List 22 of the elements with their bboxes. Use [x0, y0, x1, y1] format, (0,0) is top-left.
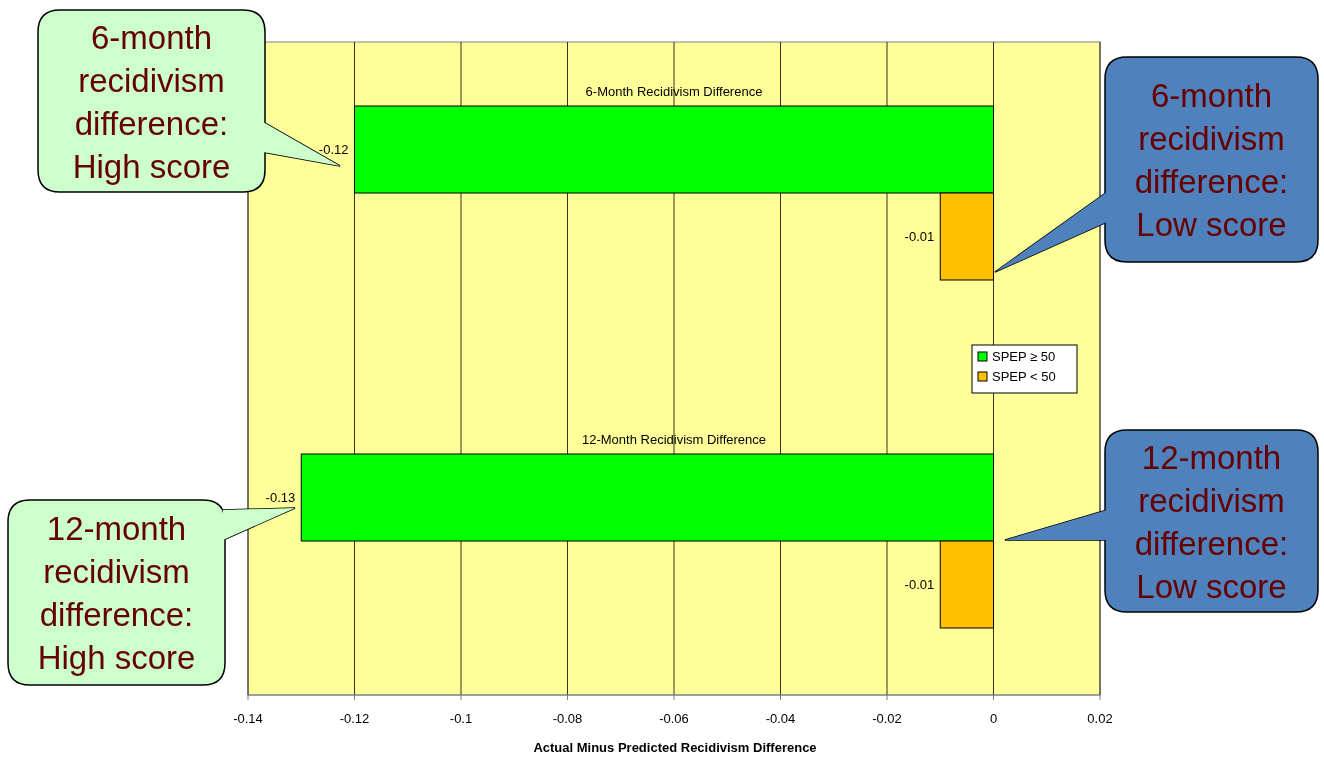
y-tick-label: 12-Month Recidivism Difference	[582, 432, 766, 447]
legend-label: SPEP ≥ 50	[992, 349, 1056, 364]
text: 6-month recidivism difference: Low score	[1134, 77, 1289, 243]
legend-label: SPEP < 50	[992, 369, 1056, 384]
data-label: -0.12	[318, 141, 349, 157]
x-axis-title: Actual Minus Predicted Recidivism Difference	[533, 740, 817, 755]
x-tick-label: -0.14	[233, 711, 263, 726]
x-tick-label: -0.08	[552, 711, 583, 726]
x-tick-label: 0	[989, 711, 998, 726]
data-label: -0.01	[904, 576, 935, 592]
data-label: -0.01	[904, 228, 935, 244]
data-label: -0.13	[265, 489, 296, 505]
x-tick-label: -0.1	[449, 711, 473, 726]
text: 12-month recidivism difference: Low score	[1134, 438, 1289, 605]
text: 12-month recidivism difference: High score	[37, 510, 196, 676]
text: 6-month recidivism difference: High score	[72, 18, 231, 185]
x-tick-label: -0.12	[339, 711, 370, 726]
y-tick-label: 6-Month Recidivism Difference	[585, 84, 763, 99]
x-tick-label: -0.06	[659, 711, 689, 726]
x-tick-label: 0.02	[1087, 711, 1113, 726]
x-tick-label: -0.04	[765, 711, 796, 726]
x-tick-label: -0.02	[872, 711, 902, 726]
